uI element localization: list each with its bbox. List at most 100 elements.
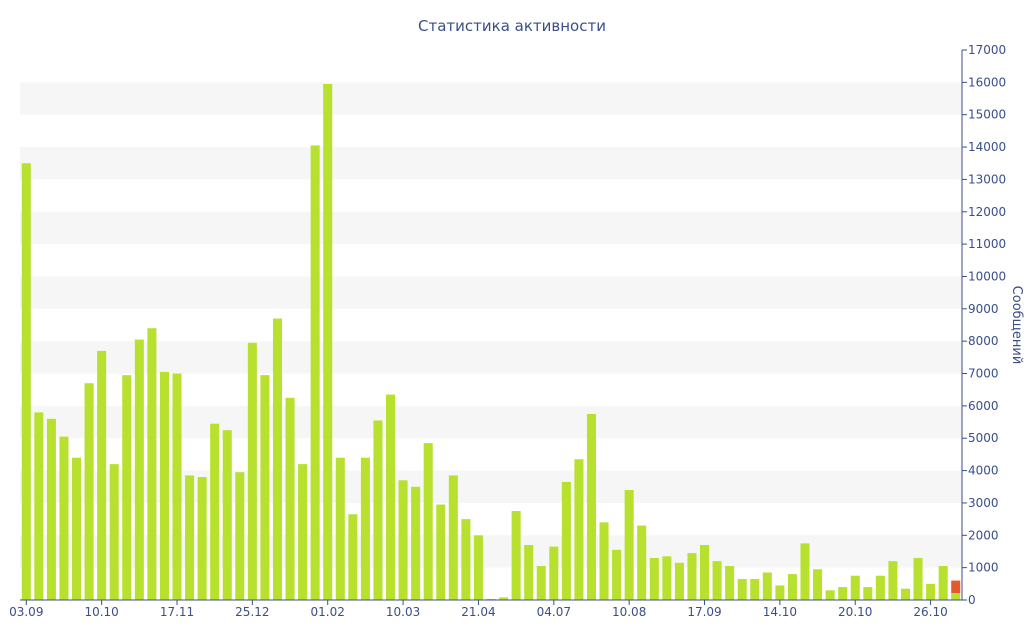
y-axis: 0 1000 2000 3000 4000 5000 6000 7000 8000 9000 100… bbox=[961, 43, 1006, 607]
y-tick-label: 2000 bbox=[968, 528, 999, 542]
bar[interactable] bbox=[411, 486, 421, 600]
bar[interactable] bbox=[71, 457, 82, 600]
bar[interactable] bbox=[838, 587, 848, 600]
y-tick-label: 10000 bbox=[968, 269, 1006, 283]
bar[interactable] bbox=[687, 553, 697, 600]
bar[interactable] bbox=[122, 375, 132, 600]
y-tick-label: 11000 bbox=[968, 237, 1006, 251]
bar[interactable] bbox=[574, 459, 584, 600]
bar[interactable] bbox=[473, 535, 483, 600]
bar[interactable] bbox=[247, 342, 257, 600]
bar[interactable] bbox=[800, 543, 810, 600]
bar[interactable] bbox=[185, 475, 195, 600]
bar-highlight[interactable] bbox=[951, 580, 961, 594]
bar[interactable] bbox=[323, 83, 333, 601]
bar[interactable] bbox=[524, 545, 534, 600]
bar[interactable] bbox=[46, 418, 56, 600]
bar[interactable] bbox=[637, 525, 647, 600]
grid-bands bbox=[20, 82, 962, 568]
y-tick-label: 9000 bbox=[968, 302, 999, 316]
bar[interactable] bbox=[222, 430, 232, 600]
bar[interactable] bbox=[436, 504, 446, 600]
bar[interactable] bbox=[825, 590, 835, 600]
bar[interactable] bbox=[775, 585, 785, 600]
bar[interactable] bbox=[599, 522, 609, 600]
chart-title: Статистика активности bbox=[418, 17, 606, 35]
bar[interactable] bbox=[272, 318, 283, 600]
bar[interactable] bbox=[97, 350, 107, 600]
bar[interactable] bbox=[787, 574, 797, 600]
y-tick-label: 7000 bbox=[968, 367, 999, 381]
bar[interactable] bbox=[260, 375, 270, 600]
x-tick-label: 10.10 bbox=[84, 605, 118, 619]
bar[interactable] bbox=[499, 597, 509, 600]
bar[interactable] bbox=[84, 383, 94, 600]
x-tick-label: 17.09 bbox=[687, 605, 721, 619]
bar[interactable] bbox=[549, 546, 559, 600]
bar[interactable] bbox=[210, 423, 220, 600]
bar[interactable] bbox=[21, 163, 31, 600]
bar[interactable] bbox=[649, 557, 659, 600]
bar[interactable] bbox=[712, 561, 722, 600]
bar[interactable] bbox=[674, 562, 684, 600]
bar[interactable] bbox=[398, 480, 408, 600]
y-axis-label: Сообщений bbox=[1009, 286, 1024, 365]
y-tick-label: 17000 bbox=[968, 43, 1006, 57]
bar[interactable] bbox=[536, 566, 546, 600]
bar[interactable] bbox=[109, 464, 119, 600]
bar[interactable] bbox=[235, 472, 245, 600]
bar[interactable] bbox=[662, 556, 672, 600]
x-tick-label: 26.10 bbox=[913, 605, 947, 619]
bar[interactable] bbox=[285, 397, 295, 600]
bar[interactable] bbox=[900, 588, 911, 600]
bar[interactable] bbox=[373, 420, 383, 600]
bar[interactable] bbox=[750, 578, 760, 600]
bar[interactable] bbox=[951, 593, 961, 600]
x-tick-label: 10.08 bbox=[612, 605, 646, 619]
bar[interactable] bbox=[423, 443, 433, 600]
bar[interactable] bbox=[699, 545, 710, 600]
bar[interactable] bbox=[938, 566, 948, 600]
bar[interactable] bbox=[612, 549, 622, 600]
bar[interactable] bbox=[725, 566, 735, 600]
bar[interactable] bbox=[561, 481, 571, 600]
bar[interactable] bbox=[875, 575, 885, 600]
bar[interactable] bbox=[298, 464, 308, 600]
x-axis: 03.09 10.10 17.11 25.12 01.02 10.03 21.04 04.07… bbox=[9, 599, 962, 619]
x-tick-label: 14.10 bbox=[763, 605, 797, 619]
bar[interactable] bbox=[448, 475, 458, 600]
bar[interactable] bbox=[34, 412, 44, 600]
bar[interactable] bbox=[850, 575, 860, 600]
bar[interactable] bbox=[461, 519, 471, 600]
bar[interactable] bbox=[348, 514, 358, 600]
x-tick-label: 17.11 bbox=[160, 605, 194, 619]
y-tick-label: 3000 bbox=[968, 496, 999, 510]
y-tick-label: 4000 bbox=[968, 464, 999, 478]
bar[interactable] bbox=[134, 339, 144, 600]
bar[interactable] bbox=[863, 587, 873, 600]
y-tick-label: 1000 bbox=[968, 561, 999, 575]
bar[interactable] bbox=[159, 371, 169, 600]
bar[interactable] bbox=[926, 583, 936, 600]
bar[interactable] bbox=[762, 572, 772, 601]
y-tick-label: 6000 bbox=[968, 399, 999, 413]
y-tick-label: 13000 bbox=[968, 172, 1006, 186]
bar[interactable] bbox=[335, 457, 345, 600]
bar[interactable] bbox=[360, 457, 370, 600]
bar[interactable] bbox=[813, 569, 823, 600]
bar[interactable] bbox=[172, 373, 182, 600]
bar[interactable] bbox=[586, 413, 597, 600]
bar[interactable] bbox=[624, 490, 634, 600]
bar[interactable] bbox=[737, 578, 747, 600]
x-tick-label: 25.12 bbox=[235, 605, 269, 619]
bar[interactable] bbox=[888, 561, 898, 600]
bar[interactable] bbox=[511, 511, 521, 600]
y-tick-label: 8000 bbox=[968, 334, 999, 348]
bar[interactable] bbox=[147, 328, 157, 600]
bar[interactable] bbox=[310, 145, 320, 601]
bar[interactable] bbox=[59, 436, 69, 600]
bar[interactable] bbox=[385, 394, 396, 600]
bar[interactable] bbox=[913, 557, 923, 600]
bar[interactable] bbox=[197, 477, 207, 600]
